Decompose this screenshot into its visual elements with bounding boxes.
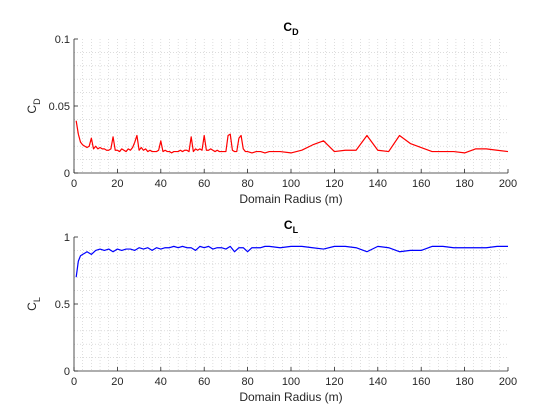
- x-tick-label: 200: [499, 178, 517, 190]
- series-line-1: [75, 245, 508, 278]
- y-tick-label: 1: [64, 232, 70, 244]
- y-tick-label: 0: [64, 366, 70, 378]
- chart-2: 0 20 40 60 80 100 120 140 160 180 200 0 0.5 1 Domain R…: [25, 218, 517, 404]
- x-tick-label: 0: [71, 376, 77, 388]
- y-tick-label: 0.05: [49, 101, 70, 113]
- y-tick-label: 0.5: [55, 299, 70, 311]
- x-tick-label: 120: [325, 178, 343, 190]
- y-tick-label: 0: [64, 168, 70, 180]
- x-axis-label: Domain Radius (m): [239, 192, 342, 206]
- x-tick-label: 160: [412, 178, 430, 190]
- y-axis-label-sub: L: [32, 297, 42, 302]
- y-axis-label: CL: [25, 297, 42, 311]
- x-tick-label: 180: [455, 178, 473, 190]
- x-tick-label: 160: [412, 376, 430, 388]
- x-tick-label: 200: [499, 376, 517, 388]
- x-tick-label: 60: [198, 178, 210, 190]
- chart-title: CD: [283, 20, 299, 37]
- chart-1: 0 20 40 60 80 100 120 140 160 180 200 0 0.05 0.1 Domai…: [25, 20, 517, 206]
- x-tick-label: 80: [241, 376, 253, 388]
- x-tick-label: 60: [198, 376, 210, 388]
- grid: [74, 237, 508, 371]
- chart-title-main: C: [283, 20, 292, 34]
- grid: [74, 39, 508, 173]
- y-axis-label-main: C: [25, 302, 39, 311]
- chart-title-sub: L: [293, 225, 299, 235]
- y-tick-label: 0.1: [55, 34, 70, 46]
- chart-title-sub: D: [292, 27, 299, 37]
- x-tick-label: 100: [282, 178, 300, 190]
- x-tick-label: 140: [369, 178, 387, 190]
- y-axis-label-main: C: [25, 105, 39, 114]
- x-tick-label: 40: [155, 178, 167, 190]
- series-line-1: [75, 120, 509, 154]
- x-tick-label: 120: [325, 376, 343, 388]
- chart-title-main: C: [284, 218, 293, 232]
- y-axis-label: CD: [25, 98, 42, 114]
- x-tick-label: 20: [111, 178, 123, 190]
- y-axis-label-sub: D: [32, 98, 42, 105]
- x-axis-label: Domain Radius (m): [239, 390, 342, 404]
- x-tick-label: 80: [241, 178, 253, 190]
- x-tick-label: 40: [155, 376, 167, 388]
- x-tick-label: 140: [369, 376, 387, 388]
- x-tick-label: 20: [111, 376, 123, 388]
- x-tick-label: 100: [282, 376, 300, 388]
- x-tick-label: 0: [71, 178, 77, 190]
- chart-title: CL: [284, 218, 299, 235]
- x-tick-label: 180: [455, 376, 473, 388]
